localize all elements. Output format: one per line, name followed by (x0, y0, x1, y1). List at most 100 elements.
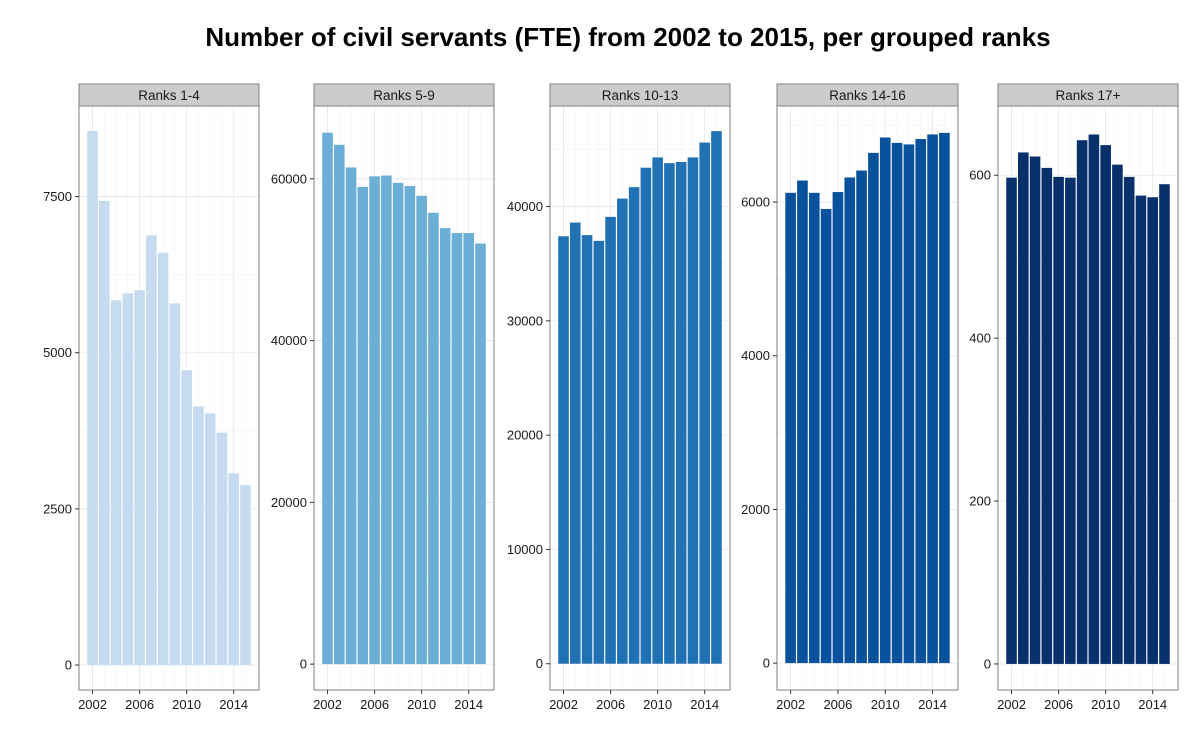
x-tick-label: 2006 (823, 697, 852, 712)
bar (134, 290, 145, 666)
bar (1135, 195, 1147, 664)
x-tick-label: 2014 (454, 697, 483, 712)
bar (1088, 134, 1100, 664)
bar (832, 192, 844, 664)
facet-label: Ranks 10-13 (602, 88, 679, 103)
bar (1076, 140, 1088, 664)
bar (1018, 152, 1029, 664)
bar (891, 142, 903, 664)
bar (605, 216, 616, 664)
bar (939, 132, 950, 664)
y-tick-label: 30000 (507, 313, 543, 328)
bar (1065, 177, 1076, 664)
bar (558, 236, 569, 664)
y-tick-label: 6000 (741, 195, 770, 210)
bar (416, 195, 427, 665)
bar (856, 170, 867, 664)
x-tick-label: 2010 (1091, 697, 1120, 712)
bar (322, 132, 333, 665)
bar (240, 485, 251, 666)
bar (1159, 184, 1170, 664)
bar (711, 131, 722, 664)
y-tick-label: 2500 (43, 501, 72, 516)
bar (1112, 164, 1123, 664)
bar (687, 157, 699, 664)
bar (903, 144, 915, 664)
bar (699, 142, 710, 664)
bar (392, 182, 404, 665)
bar (110, 300, 122, 666)
bar (169, 303, 181, 666)
x-tick-label: 2006 (360, 697, 389, 712)
bar (157, 252, 169, 666)
y-tick-label: 0 (65, 658, 72, 673)
bar (146, 235, 157, 666)
x-tick-label: 2002 (549, 697, 578, 712)
x-tick-label: 2014 (219, 697, 248, 712)
y-tick-label: 40000 (507, 199, 543, 214)
x-tick-label: 2014 (1138, 697, 1167, 712)
bar (193, 406, 204, 666)
y-tick-label: 40000 (271, 333, 307, 348)
bar (334, 144, 345, 665)
chart-title: Number of civil servants (FTE) from 2002… (205, 22, 1051, 52)
bar (915, 139, 927, 664)
x-tick-label: 2010 (643, 697, 672, 712)
panel-border (78, 105, 260, 691)
bar (844, 177, 856, 664)
bar (369, 176, 380, 665)
y-tick-label: 0 (536, 656, 543, 671)
y-tick-label: 0 (300, 657, 307, 672)
x-tick-label: 2002 (776, 697, 805, 712)
bar (617, 198, 628, 664)
bar (785, 192, 796, 664)
bar (1006, 177, 1017, 664)
bar (675, 162, 687, 664)
facet-label: Ranks 1-4 (138, 88, 200, 103)
bar (99, 200, 110, 666)
panel-border (997, 105, 1179, 691)
panel-border (549, 105, 731, 691)
facet-label: Ranks 14-16 (829, 88, 906, 103)
bar (122, 293, 134, 666)
x-tick-label: 2002 (313, 697, 342, 712)
bar (87, 130, 98, 666)
y-tick-label: 4000 (741, 348, 770, 363)
bar (1029, 156, 1041, 664)
bar (357, 186, 369, 665)
y-tick-label: 60000 (271, 171, 307, 186)
bar (216, 432, 228, 666)
bar (927, 134, 938, 664)
x-tick-label: 2014 (690, 697, 719, 712)
y-tick-label: 20000 (271, 495, 307, 510)
bar (797, 180, 808, 664)
x-tick-label: 2010 (407, 697, 436, 712)
bar (404, 186, 416, 665)
y-tick-label: 5000 (43, 345, 72, 360)
panel-border (776, 105, 959, 691)
bar (1100, 145, 1111, 664)
bar (581, 235, 593, 664)
x-tick-label: 2002 (78, 697, 107, 712)
facet-label: Ranks 5-9 (373, 88, 435, 103)
facet-label: Ranks 17+ (1056, 88, 1121, 103)
x-tick-label: 2006 (1044, 697, 1073, 712)
y-tick-label: 2000 (741, 502, 770, 517)
bar (570, 222, 581, 664)
bar (628, 187, 640, 664)
bar (879, 137, 891, 664)
y-tick-label: 200 (969, 494, 991, 509)
bar (820, 208, 832, 664)
bar (345, 167, 357, 665)
y-tick-label: 0 (763, 656, 770, 671)
bar (463, 232, 474, 665)
x-tick-label: 2010 (871, 697, 900, 712)
bar (428, 212, 439, 665)
bar (1041, 167, 1053, 664)
x-tick-label: 2002 (997, 697, 1026, 712)
x-tick-label: 2006 (125, 697, 154, 712)
bar (664, 163, 675, 664)
bar (439, 228, 451, 665)
y-tick-label: 10000 (507, 542, 543, 557)
